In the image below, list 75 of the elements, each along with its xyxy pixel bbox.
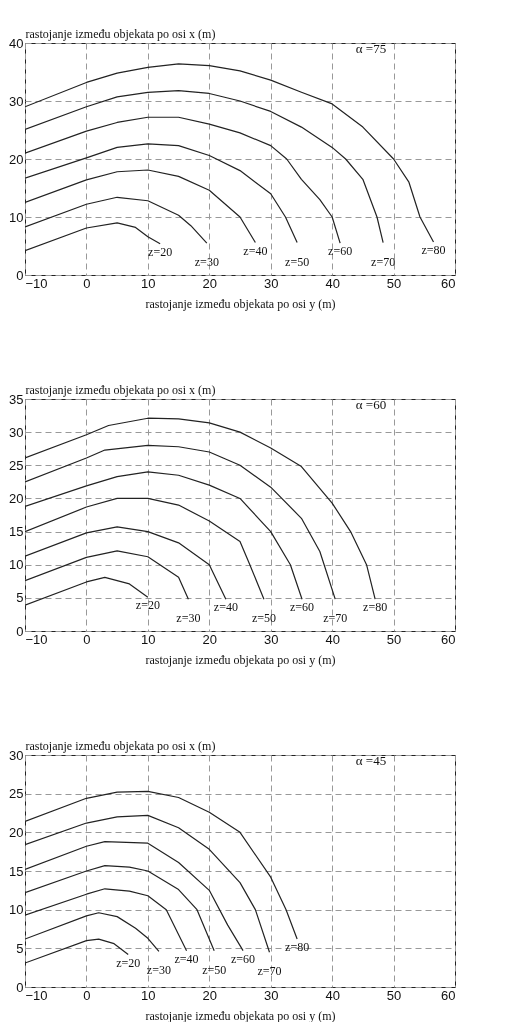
series-label: z=50 [285, 254, 310, 269]
y-axis-title: rastojanje između objekata po osi x (m) [25, 382, 216, 397]
series-label: z=40 [213, 600, 238, 615]
x-tick-label: 30 [263, 275, 279, 291]
line-series [25, 912, 160, 953]
x-tick-label: 0 [83, 631, 91, 647]
x-tick-label: 10 [141, 987, 156, 1003]
x-tick-label: 50 [386, 987, 402, 1003]
series-label: z=30 [176, 611, 201, 626]
series-label: z=60 [328, 244, 353, 259]
x-tick-label: 60 [441, 987, 456, 1003]
series-label: z=70 [257, 964, 282, 979]
y-tick-label: 5 [16, 590, 24, 606]
y-tick-label: 5 [16, 940, 24, 956]
x-tick-label: 40 [325, 275, 340, 291]
y-tick-label: 30 [9, 93, 24, 109]
series-label: z=70 [323, 611, 348, 626]
x-tick-label: 0 [83, 275, 91, 291]
x-tick-label: 30 [263, 631, 279, 647]
y-tick-label: 35 [9, 391, 24, 407]
y-tick-label: 20 [9, 490, 24, 506]
x-tick-label: 40 [325, 987, 340, 1003]
series-label: z=50 [202, 962, 227, 977]
x-tick-label: 10 [141, 275, 156, 291]
series-label: z=60 [290, 600, 315, 615]
y-tick-label: 15 [9, 524, 24, 540]
y-tick-label: 10 [9, 209, 24, 225]
x-axis-title: rastojanje između objekata po osi y (m) [145, 1008, 336, 1022]
series-label: z=50 [251, 611, 276, 626]
line-series [25, 841, 244, 952]
y-axis-title: rastojanje između objekata po osi x (m) [25, 738, 216, 753]
x-tick-label: 60 [441, 631, 456, 647]
x-tick-label: −10 [25, 631, 48, 647]
x-tick-label: 60 [441, 275, 456, 291]
y-tick-label: 30 [9, 747, 24, 763]
series-label: z=80 [363, 600, 388, 615]
y-tick-label: 10 [9, 902, 24, 918]
y-axis-title: rastojanje između objekata po osi x (m) [25, 26, 216, 41]
x-tick-label: 0 [83, 987, 91, 1003]
x-axis-title: rastojanje između objekata po osi y (m) [145, 652, 336, 667]
x-tick-label: 40 [325, 631, 340, 647]
x-tick-label: 20 [202, 275, 218, 291]
series-label: z=80 [285, 940, 310, 955]
y-tick-label: 15 [9, 863, 24, 879]
x-tick-label: 20 [202, 631, 218, 647]
annotation: α =45 [355, 753, 387, 768]
annotation: α =75 [355, 41, 387, 56]
annotation: α =60 [355, 397, 387, 412]
x-tick-label: 50 [386, 275, 402, 291]
x-tick-label: 20 [202, 987, 218, 1003]
x-axis-title: rastojanje između objekata po osi y (m) [145, 296, 336, 311]
y-tick-label: 20 [9, 824, 24, 840]
x-tick-label: −10 [25, 987, 48, 1003]
series-label: z=70 [371, 254, 396, 269]
line-series [25, 63, 435, 243]
x-tick-label: 50 [386, 631, 402, 647]
x-tick-label: 30 [263, 987, 279, 1003]
series-label: z=40 [243, 243, 268, 258]
x-tick-label: 10 [141, 631, 156, 647]
series-label: z=30 [146, 963, 171, 978]
series-label: z=20 [135, 598, 160, 613]
y-tick-label: 30 [9, 424, 24, 440]
series-label: z=20 [116, 955, 141, 970]
y-tick-label: 20 [9, 151, 24, 167]
line-series [25, 196, 208, 244]
y-tick-label: 25 [9, 457, 24, 473]
series-label: z=80 [421, 242, 446, 257]
series-label: z=30 [194, 255, 219, 270]
y-tick-label: 10 [9, 557, 24, 573]
y-tick-label: 40 [9, 35, 24, 51]
series-label: z=40 [174, 951, 199, 966]
series-label: z=20 [148, 244, 173, 259]
series-label: z=60 [231, 951, 256, 966]
y-tick-label: 25 [9, 786, 24, 802]
x-tick-label: −10 [25, 275, 48, 291]
